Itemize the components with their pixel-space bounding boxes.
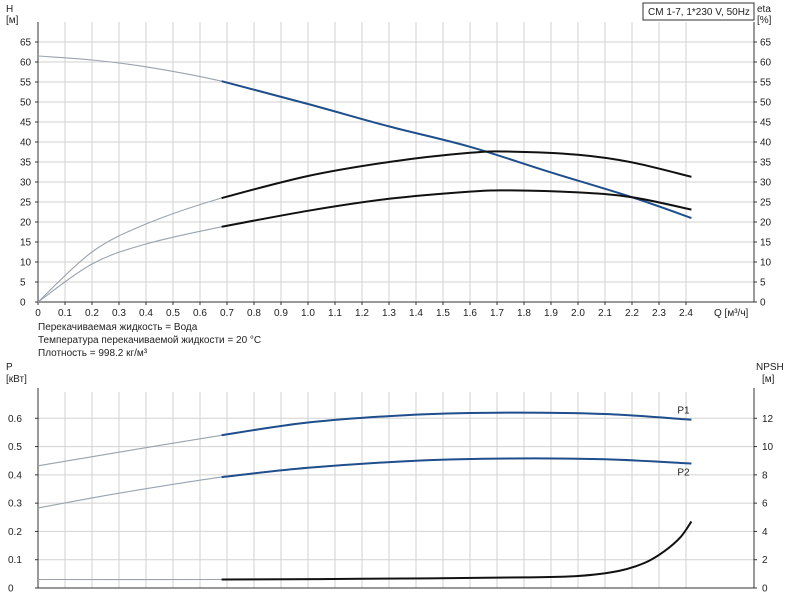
right-tick-label: 4 xyxy=(762,527,768,538)
series-eta_upper-faint-line xyxy=(37,150,692,303)
x-tick-label: 2.1 xyxy=(598,308,612,319)
series-P1-faint-line xyxy=(37,412,692,467)
right-tick-label: 15 xyxy=(760,238,772,249)
right-tick-label: 0 xyxy=(760,298,766,309)
series-label-P1: P1 xyxy=(677,406,690,417)
left-tick-label: 30 xyxy=(20,178,32,189)
left-tick-label: 0.6 xyxy=(8,414,22,425)
x-tick-label: 1.2 xyxy=(355,308,369,319)
right-tick-label: 10 xyxy=(762,442,774,453)
right-tick-label: 50 xyxy=(760,98,772,109)
right-tick-label: 6 xyxy=(762,499,768,510)
right-tick-label: 5 xyxy=(760,278,766,289)
x-tick-label: 0.4 xyxy=(139,308,153,319)
x-tick-label: 0.9 xyxy=(274,308,288,319)
left-tick-label: 0.4 xyxy=(8,470,22,481)
x-tick-label: 1.5 xyxy=(436,308,450,319)
right-axis-unit: [м] xyxy=(762,374,775,385)
x-tick-label: 2.0 xyxy=(571,308,585,319)
left-tick-label: 0 xyxy=(20,298,26,309)
right-tick-label: 2 xyxy=(762,555,768,566)
left-axis-unit: [м] xyxy=(6,15,19,26)
footnote-2: Температура перекачиваемой жидкости = 20… xyxy=(38,335,261,346)
left-axis-title: P xyxy=(6,362,13,373)
right-tick-label: 55 xyxy=(760,78,772,89)
right-axis-title: NPSH xyxy=(756,362,784,373)
x-tick-label: 1.3 xyxy=(382,308,396,319)
series-label-P2: P2 xyxy=(677,468,690,479)
right-tick-label: 60 xyxy=(760,58,772,69)
series-eta_upper-line xyxy=(221,150,692,199)
x-tick-label: 0.6 xyxy=(193,308,207,319)
left-tick-label: 0 xyxy=(8,584,14,595)
x-tick-label: 2.4 xyxy=(679,308,693,319)
right-tick-label: 20 xyxy=(760,218,772,229)
right-tick-label: 65 xyxy=(760,38,772,49)
x-tick-label: 0 xyxy=(35,308,41,319)
left-tick-label: 15 xyxy=(20,238,32,249)
x-tick-label: 1.9 xyxy=(544,308,558,319)
x-tick-label: 0.5 xyxy=(166,308,180,319)
right-tick-label: 40 xyxy=(760,138,772,149)
x-tick-label: 1.0 xyxy=(301,308,315,319)
x-tick-label: 1.4 xyxy=(409,308,423,319)
x-tick-label: 0.1 xyxy=(58,308,72,319)
left-tick-label: 20 xyxy=(20,218,32,229)
x-tick-label: 0.7 xyxy=(220,308,234,319)
left-tick-label: 25 xyxy=(20,198,32,209)
x-tick-label: 1.6 xyxy=(463,308,477,319)
left-axis-title: H xyxy=(6,4,13,15)
right-tick-label: 35 xyxy=(760,158,772,169)
x-tick-label: 2.2 xyxy=(625,308,639,319)
left-tick-label: 50 xyxy=(20,98,32,109)
chart-title: CM 1-7, 1*230 V, 50Hz xyxy=(648,7,750,18)
left-tick-label: 0.1 xyxy=(8,555,22,566)
footnote-1: Перекачиваемая жидкость = Вода xyxy=(38,322,198,333)
left-tick-label: 40 xyxy=(20,138,32,149)
right-tick-label: 10 xyxy=(760,258,772,269)
x-tick-label: 1.7 xyxy=(490,308,504,319)
x-tick-label: 0.3 xyxy=(112,308,126,319)
right-tick-label: 0 xyxy=(762,584,768,595)
right-tick-label: 25 xyxy=(760,198,772,209)
x-tick-label: 0.2 xyxy=(85,308,99,319)
series-NPSH-faint-line xyxy=(37,521,692,581)
chart-title-box xyxy=(642,2,755,21)
series-eta_lower-line xyxy=(221,189,692,228)
right-tick-label: 45 xyxy=(760,118,772,129)
left-tick-label: 60 xyxy=(20,58,32,69)
x-tick-label: 0.8 xyxy=(247,308,261,319)
left-axis-unit: [кВт] xyxy=(6,374,27,385)
series-P2-faint-line xyxy=(37,457,692,509)
left-tick-label: 0.3 xyxy=(8,499,22,510)
left-tick-label: 5 xyxy=(20,278,26,289)
left-tick-label: 65 xyxy=(20,38,32,49)
right-tick-label: 12 xyxy=(762,414,774,425)
series-eta_lower-faint-line xyxy=(37,189,692,303)
left-tick-label: 0.5 xyxy=(8,442,22,453)
series-NPSH-line xyxy=(221,520,693,581)
series-P1-line xyxy=(221,411,692,437)
x-tick-label: 1.1 xyxy=(328,308,342,319)
x-tick-label: 2.3 xyxy=(652,308,666,319)
x-tick-label: 1.8 xyxy=(517,308,531,319)
x-axis-title: Q [м³/ч] xyxy=(714,308,749,319)
left-tick-label: 55 xyxy=(20,78,32,89)
left-tick-label: 0.2 xyxy=(8,527,22,538)
right-axis-title: eta xyxy=(757,4,771,15)
left-tick-label: 10 xyxy=(20,258,32,269)
right-tick-label: 30 xyxy=(760,178,772,189)
footnote-3: Плотность = 998.2 кг/м³ xyxy=(38,348,148,359)
series-P2-line xyxy=(221,457,692,479)
right-axis-unit: [%] xyxy=(757,15,772,26)
left-tick-label: 45 xyxy=(20,118,32,129)
right-tick-label: 8 xyxy=(762,470,768,481)
left-tick-label: 35 xyxy=(20,158,32,169)
